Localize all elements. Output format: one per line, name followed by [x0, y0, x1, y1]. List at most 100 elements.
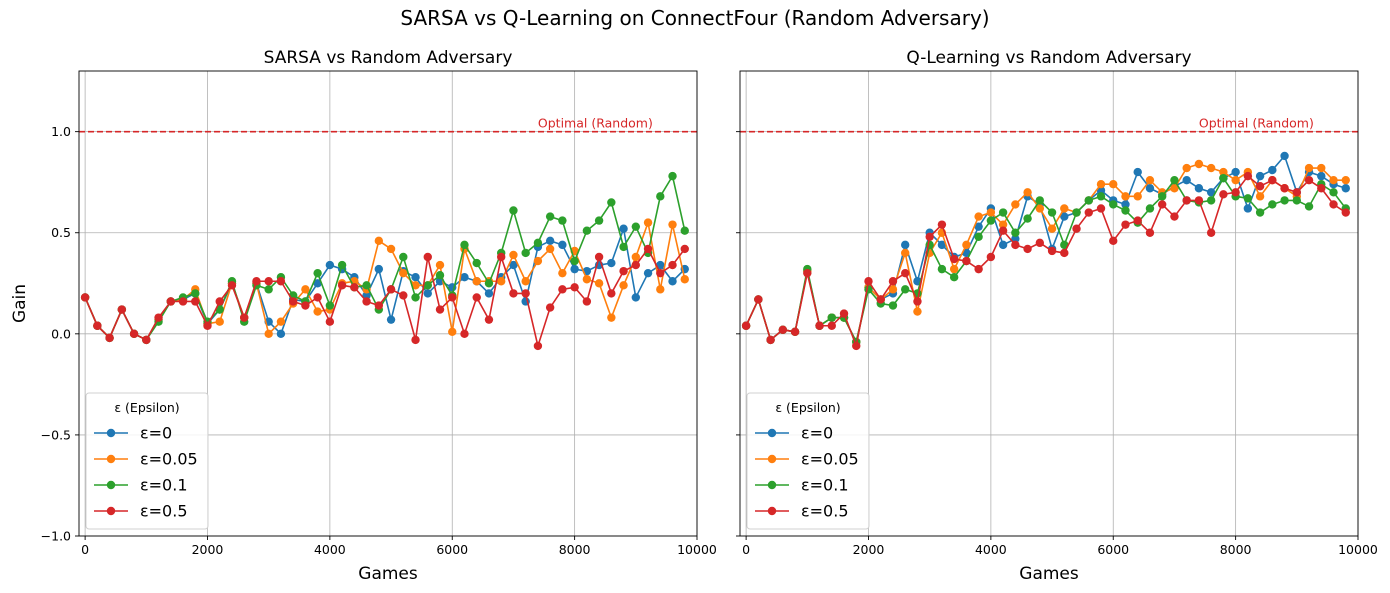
chart-title: Q-Learning vs Random Adversary	[906, 48, 1191, 68]
data-point	[986, 216, 996, 225]
data-point	[1060, 240, 1069, 250]
series-group	[741, 151, 1350, 351]
data-point	[1292, 196, 1302, 205]
data-point	[1182, 175, 1191, 185]
data-point	[105, 333, 114, 343]
data-point	[790, 327, 800, 337]
data-point	[1023, 214, 1032, 223]
data-point	[1268, 165, 1277, 175]
legend-swatch-marker	[106, 480, 116, 490]
data-point	[240, 313, 249, 322]
data-point	[1206, 196, 1216, 205]
legend-title: ε (Epsilon)	[775, 400, 840, 415]
data-point	[362, 291, 371, 300]
data-point	[1268, 200, 1277, 209]
data-point	[301, 301, 310, 310]
chart-panel-sarsa: Optimal (Random) 0 2000 4000 6000 8000 10000 −1…	[10, 48, 717, 584]
data-point	[864, 277, 873, 286]
data-point	[533, 256, 543, 266]
data-point	[913, 307, 922, 316]
x-tick-label: 8000	[559, 542, 591, 557]
data-point	[203, 321, 212, 330]
data-point	[901, 248, 910, 258]
data-point	[607, 313, 616, 322]
data-point	[1231, 167, 1240, 177]
data-point	[460, 273, 469, 282]
data-point	[986, 252, 996, 262]
data-point	[1047, 208, 1057, 217]
data-point	[1109, 180, 1118, 189]
data-point	[1280, 184, 1289, 193]
data-point	[252, 277, 261, 286]
data-point	[362, 297, 371, 306]
data-point	[998, 208, 1008, 217]
legend: ε (Epsilon) ε=0 ε=0.05 ε=0.1 ε=0.5	[746, 392, 870, 530]
data-point	[1194, 196, 1204, 205]
x-tick-label: 8000	[1220, 542, 1252, 557]
data-point	[643, 268, 653, 278]
data-point	[1255, 171, 1265, 181]
data-point	[191, 289, 200, 298]
data-point	[472, 258, 481, 268]
data-point	[680, 275, 689, 284]
data-point	[1170, 212, 1179, 221]
data-point	[521, 289, 530, 298]
data-point	[607, 289, 616, 298]
data-point	[1109, 236, 1118, 246]
data-point	[974, 212, 983, 221]
legend-box	[746, 392, 870, 530]
legend-entry: ε=0.05	[801, 450, 859, 469]
data-point	[1121, 206, 1130, 215]
data-point	[288, 297, 298, 306]
data-point	[1182, 196, 1191, 205]
data-point	[276, 329, 286, 339]
data-point	[1047, 246, 1057, 256]
data-point	[264, 329, 273, 339]
data-point	[1035, 204, 1045, 213]
data-point	[533, 341, 543, 351]
data-point	[411, 273, 420, 282]
data-point	[668, 220, 677, 229]
data-point	[1219, 173, 1228, 183]
data-point	[337, 260, 347, 270]
data-point	[178, 297, 188, 306]
data-point	[350, 283, 359, 292]
x-tick-label: 0	[81, 542, 89, 557]
data-point	[1157, 200, 1167, 209]
data-point	[937, 220, 947, 229]
data-point	[472, 293, 481, 302]
x-tick-label: 4000	[314, 542, 346, 557]
data-point	[1280, 151, 1289, 161]
data-point	[668, 260, 677, 270]
data-point	[399, 291, 408, 300]
legend-entry: ε=0.1	[801, 476, 849, 495]
data-point	[1231, 188, 1240, 197]
data-point	[1133, 216, 1142, 225]
data-point	[1243, 171, 1253, 181]
data-point	[925, 240, 934, 250]
data-point	[998, 226, 1008, 235]
data-point	[1121, 200, 1130, 209]
chart-panel-q-learning: Optimal (Random) 0 2000 4000 6000 8000 10000 Q-…	[736, 48, 1378, 584]
data-point	[1329, 200, 1338, 209]
data-point	[411, 281, 420, 290]
data-point	[1060, 212, 1069, 221]
data-point	[1317, 171, 1326, 181]
data-point	[631, 222, 641, 231]
data-point	[1255, 208, 1265, 217]
data-point	[1072, 224, 1081, 233]
data-point	[656, 268, 665, 278]
data-point	[949, 264, 959, 274]
data-point	[276, 277, 286, 286]
data-point	[607, 258, 616, 268]
data-point	[374, 264, 384, 274]
data-point	[986, 208, 996, 217]
data-point	[521, 248, 530, 258]
data-point	[594, 252, 604, 262]
data-point	[1157, 192, 1167, 201]
legend-entry: ε=0.5	[140, 502, 188, 521]
y-tick-label: 1.0	[51, 124, 71, 139]
data-point	[656, 260, 665, 270]
x-tick-label: 10000	[677, 542, 717, 557]
data-point	[1341, 175, 1350, 185]
